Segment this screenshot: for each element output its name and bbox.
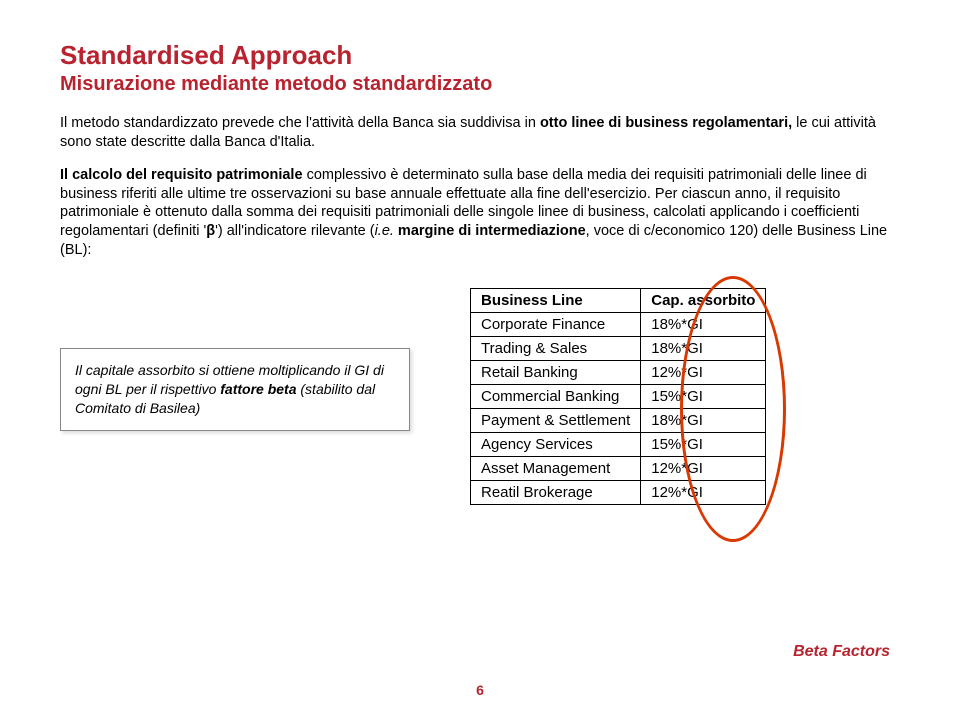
page-subtitle: Misurazione mediante metodo standardizza… (60, 73, 900, 96)
col-business-line: Business Line (471, 288, 641, 312)
side-note-box: Il capitale assorbito si ottiene moltipl… (60, 348, 410, 431)
p2-lead-bold: Il calcolo del requisito patrimoniale (60, 167, 307, 183)
paragraph-2: Il calcolo del requisito patrimoniale co… (60, 166, 900, 260)
col-cap-assorbito: Cap. assorbito (641, 288, 766, 312)
content-row: Il capitale assorbito si ottiene moltipl… (60, 288, 900, 505)
cell-bl: Corporate Finance (471, 312, 641, 336)
p1-text: Il metodo standardizzato prevede che l'a… (60, 115, 540, 131)
cell-cap: 18%*GI (641, 312, 766, 336)
cell-bl: Trading & Sales (471, 336, 641, 360)
cell-bl: Asset Management (471, 456, 641, 480)
table-row: Agency Services15%*GI (471, 432, 766, 456)
cell-cap: 12%*GI (641, 480, 766, 504)
page-title: Standardised Approach (60, 40, 900, 71)
cell-cap: 18%*GI (641, 408, 766, 432)
table-header-row: Business Line Cap. assorbito (471, 288, 766, 312)
table-row: Reatil Brokerage12%*GI (471, 480, 766, 504)
beta-table: Business Line Cap. assorbito Corporate F… (470, 288, 766, 505)
cell-bl: Commercial Banking (471, 384, 641, 408)
cell-cap: 15%*GI (641, 432, 766, 456)
table-wrap: Business Line Cap. assorbito Corporate F… (470, 288, 766, 505)
p2-margine: margine di intermediazione (394, 223, 586, 239)
cell-bl: Agency Services (471, 432, 641, 456)
p2-ie: i.e. (375, 223, 394, 239)
p2-body2: ') all'indicatore rilevante ( (215, 223, 374, 239)
paragraph-1: Il metodo standardizzato prevede che l'a… (60, 114, 900, 152)
beta-factors-label: Beta Factors (793, 643, 890, 661)
cell-cap: 12%*GI (641, 456, 766, 480)
p1-bold: otto linee di business regolamentari, (540, 115, 792, 131)
cell-cap: 18%*GI (641, 336, 766, 360)
table-row: Payment & Settlement18%*GI (471, 408, 766, 432)
cell-cap: 12%*GI (641, 360, 766, 384)
table-row: Commercial Banking15%*GI (471, 384, 766, 408)
table-row: Corporate Finance18%*GI (471, 312, 766, 336)
cell-bl: Payment & Settlement (471, 408, 641, 432)
cell-bl: Reatil Brokerage (471, 480, 641, 504)
table-row: Trading & Sales18%*GI (471, 336, 766, 360)
cell-bl: Retail Banking (471, 360, 641, 384)
cell-cap: 15%*GI (641, 384, 766, 408)
p2-beta: β (206, 223, 215, 239)
note-bold: fattore beta (220, 381, 296, 397)
page-number: 6 (0, 682, 960, 698)
table-row: Retail Banking12%*GI (471, 360, 766, 384)
table-row: Asset Management12%*GI (471, 456, 766, 480)
